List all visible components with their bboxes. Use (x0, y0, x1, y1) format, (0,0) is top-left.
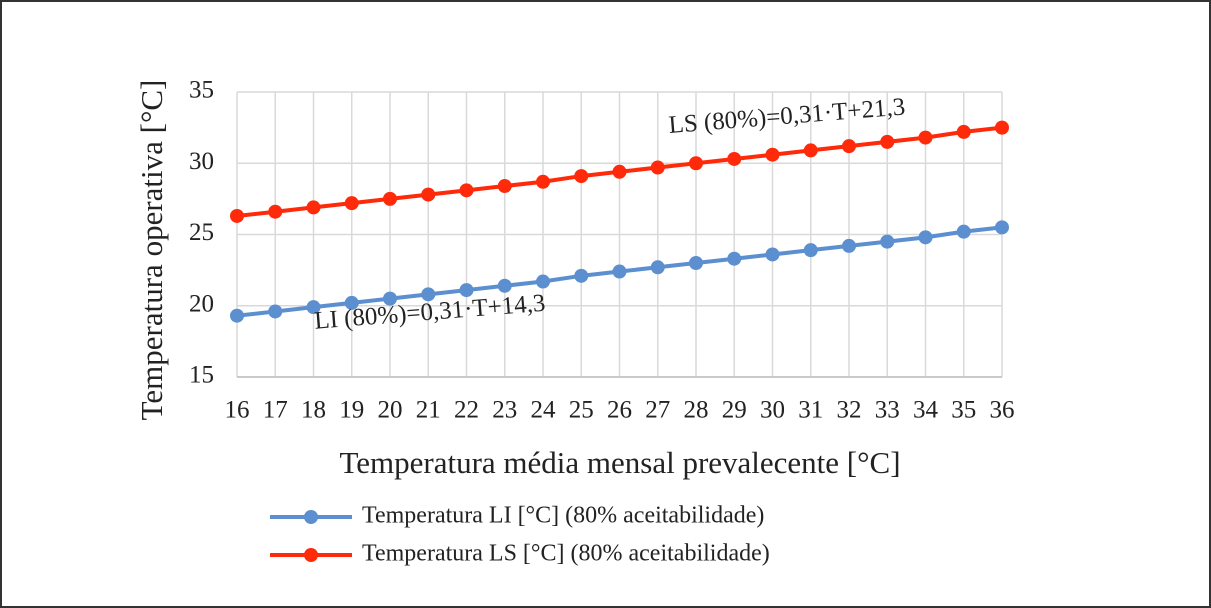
data-point (765, 247, 780, 262)
y-tick-label: 35 (189, 77, 214, 104)
data-point (536, 274, 550, 289)
x-tick-label: 27 (645, 397, 670, 424)
data-point (880, 234, 895, 249)
x-tick-label: 21 (416, 397, 441, 424)
data-point (574, 169, 589, 184)
data-point (956, 124, 971, 139)
data-point (727, 151, 742, 166)
data-point (689, 156, 703, 171)
x-tick-label: 26 (607, 397, 632, 424)
x-tick-label: 25 (569, 397, 594, 424)
legend-marker (304, 510, 318, 524)
data-point (574, 268, 589, 283)
data-point (956, 224, 971, 239)
data-point (765, 147, 780, 162)
x-tick-label: 20 (378, 397, 403, 424)
x-tick-label: 32 (837, 397, 862, 424)
x-tick-label: 33 (875, 397, 900, 424)
data-point (842, 238, 856, 253)
x-tick-label: 19 (339, 397, 364, 424)
data-point (383, 191, 397, 206)
data-point (612, 264, 627, 279)
data-point (230, 208, 244, 223)
data-point (689, 256, 703, 270)
x-tick-label: 30 (760, 397, 785, 424)
x-axis-title: Temperatura média mensal prevalecente [°… (339, 445, 900, 480)
x-tick-label: 16 (225, 397, 250, 424)
data-point (536, 174, 550, 189)
data-point (803, 143, 818, 158)
y-axis-title: Temperatura operativa [°C] (134, 80, 169, 421)
data-point (803, 243, 818, 258)
x-tick-label: 17 (263, 397, 288, 424)
data-point (268, 304, 283, 319)
data-point (230, 308, 244, 323)
x-tick-label: 29 (722, 397, 747, 424)
x-tick-label: 35 (951, 397, 976, 424)
data-point (650, 160, 665, 175)
legend-label: Temperatura LS [°C] (80% aceitabilidade) (362, 541, 770, 567)
data-point (306, 200, 321, 215)
data-point (880, 134, 895, 149)
data-point (344, 295, 359, 310)
data-point (268, 204, 283, 219)
y-tick-label: 30 (189, 148, 214, 175)
x-tick-label: 24 (531, 397, 557, 424)
x-tick-label: 36 (990, 397, 1015, 424)
y-tick-label: 25 (189, 219, 214, 246)
data-point (306, 300, 321, 315)
y-tick-label: 15 (189, 362, 214, 389)
data-point (383, 291, 397, 306)
x-tick-label: 31 (798, 397, 823, 424)
data-point (421, 187, 436, 202)
data-point (727, 251, 742, 266)
y-tick-label: 20 (189, 290, 214, 317)
legend-label: Temperatura LI [°C] (80% aceitabilidade) (362, 503, 764, 529)
data-point (995, 120, 1009, 135)
legend-marker (304, 548, 318, 562)
data-point (842, 139, 856, 154)
data-point (421, 287, 436, 302)
data-point (995, 220, 1009, 235)
x-tick-label: 18 (301, 397, 326, 424)
data-point (459, 283, 474, 298)
data-point (612, 164, 627, 179)
data-point (918, 230, 933, 245)
data-point (459, 183, 474, 198)
x-tick-label: 34 (913, 397, 939, 424)
data-point (497, 278, 512, 293)
data-point (650, 260, 665, 275)
x-tick-label: 23 (492, 397, 517, 424)
x-tick-label: 28 (684, 397, 709, 424)
x-tick-label: 22 (454, 397, 479, 424)
data-point (497, 179, 512, 194)
data-point (344, 196, 359, 211)
data-point (918, 130, 933, 145)
